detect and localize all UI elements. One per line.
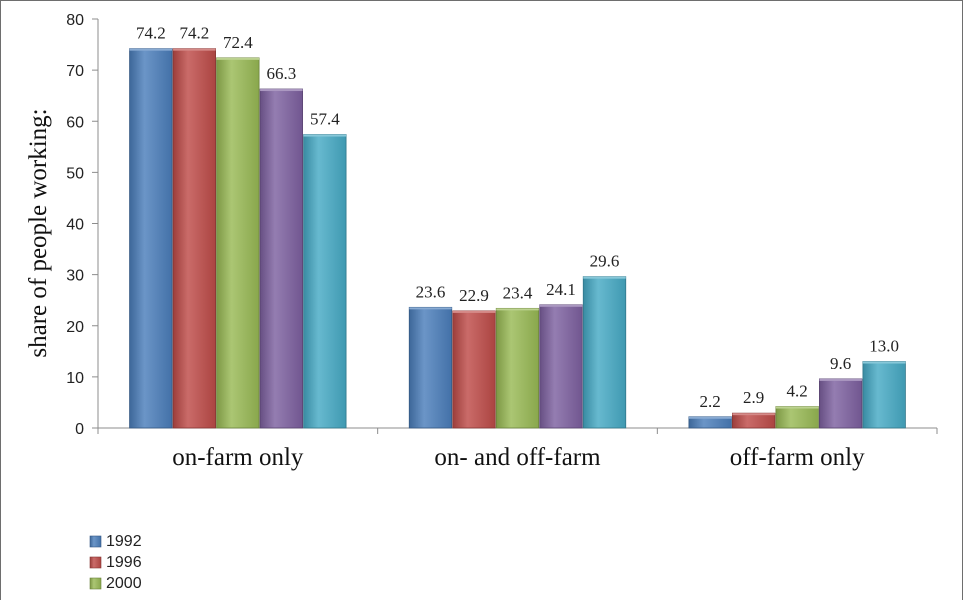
- bar-highlight: [129, 48, 173, 51]
- bar: [775, 406, 819, 429]
- y-tick-label: 10: [66, 370, 84, 387]
- legend-swatch: [89, 556, 102, 569]
- y-tick-label: 60: [66, 114, 84, 131]
- data-label: 23.4: [503, 283, 533, 302]
- data-label: 29.6: [590, 252, 620, 271]
- bar-highlight: [409, 307, 452, 310]
- y-tick-label: 20: [66, 319, 84, 336]
- x-axis: [97, 427, 938, 434]
- category-label: on- and off-farm: [434, 444, 601, 471]
- legend-label: 1992: [106, 533, 142, 550]
- bar-highlight: [216, 57, 260, 60]
- y-axis-title: share of people working:: [25, 108, 52, 357]
- data-label: 74.2: [136, 24, 166, 43]
- category-labels: on-farm only on- and off-farm off-farm onl…: [172, 444, 865, 471]
- data-label: 22.9: [459, 286, 489, 305]
- y-tick-label: 30: [66, 268, 84, 285]
- bar: [129, 48, 173, 429]
- bar: [732, 412, 776, 429]
- data-label: 23.6: [416, 282, 446, 301]
- data-label: 4.2: [787, 382, 808, 401]
- bars: [129, 48, 906, 429]
- bar-highlight: [819, 378, 862, 381]
- bar-highlight: [583, 276, 626, 279]
- data-label: 13.0: [869, 337, 899, 356]
- bar-highlight: [303, 134, 347, 137]
- bar: [495, 307, 540, 429]
- data-label: 66.3: [266, 64, 296, 83]
- data-label: 72.4: [223, 33, 253, 52]
- bar-highlight: [775, 406, 819, 409]
- bar: [259, 88, 303, 429]
- bar-highlight: [260, 89, 303, 92]
- bar-highlight: [688, 416, 732, 419]
- bar: [408, 306, 453, 429]
- legend: 1992 1996 2000: [89, 533, 142, 592]
- data-label: 2.9: [743, 388, 764, 407]
- y-tick-label: 50: [66, 165, 84, 182]
- bar-highlight: [496, 308, 539, 311]
- category-label: off-farm only: [730, 444, 865, 471]
- legend-swatch: [89, 535, 102, 548]
- data-labels: 74.2 74.2 72.4 66.3 57.4 23.6 22.9 23.4 24.1 29.6…: [136, 24, 899, 411]
- data-label: 74.2: [179, 24, 209, 43]
- y-tick-label: 0: [75, 421, 84, 438]
- legend-swatch: [89, 577, 102, 590]
- y-tick-label: 70: [66, 63, 84, 80]
- bar: [862, 361, 906, 429]
- bar: [216, 57, 260, 429]
- data-label: 9.6: [830, 354, 851, 373]
- y-axis: 0 10 20 30 40 50 60 70 80: [66, 12, 99, 438]
- data-label: 24.1: [546, 280, 576, 299]
- category-label: on-farm only: [172, 444, 304, 471]
- bar-highlight: [732, 413, 775, 416]
- bar: [539, 304, 583, 429]
- data-label: 57.4: [310, 110, 340, 129]
- bar: [172, 48, 216, 429]
- y-tick-label: 80: [66, 12, 84, 29]
- legend-label: 2000: [106, 575, 142, 592]
- bar: [303, 134, 347, 429]
- bar-highlight: [862, 361, 906, 364]
- bar: [582, 276, 627, 429]
- bar-highlight: [173, 48, 216, 51]
- bar-highlight: [452, 310, 496, 313]
- bar-highlight: [539, 304, 583, 307]
- bar: [452, 310, 496, 429]
- legend-label: 1996: [106, 554, 142, 571]
- bar: [819, 378, 863, 429]
- y-tick-label: 40: [66, 217, 84, 234]
- data-label: 2.2: [700, 392, 721, 411]
